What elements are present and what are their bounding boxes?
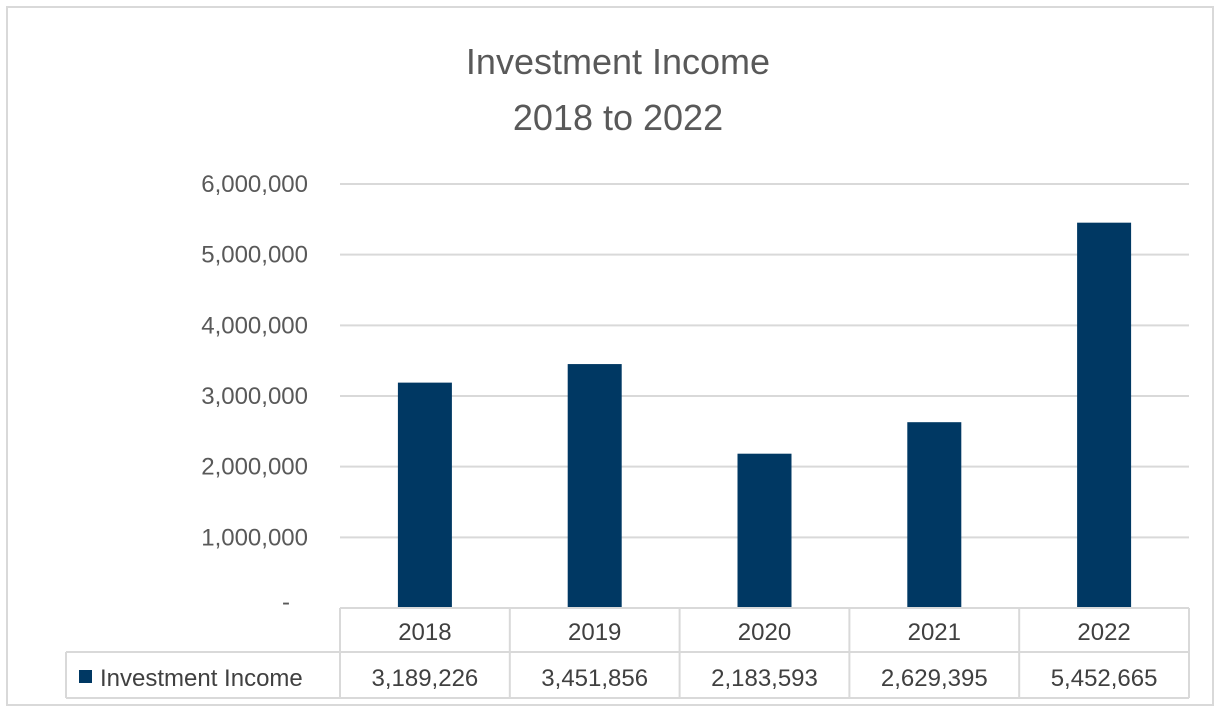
- x-category-label: 2019: [568, 619, 621, 646]
- bars: [397, 222, 1132, 608]
- legend-key-icon: [79, 670, 92, 683]
- y-tick-label: 2,000,000: [201, 454, 308, 481]
- y-tick-label: 6,000,000: [201, 171, 308, 198]
- x-category-label: 2022: [1077, 619, 1130, 646]
- y-axis-tick-labels: - 1,000,000 2,000,000 3,000,000 4,000,000 5,0…: [201, 171, 308, 616]
- bar-2020: [737, 453, 792, 608]
- x-category-label: 2020: [738, 619, 791, 646]
- chart-title: Investment Income: [466, 41, 770, 82]
- gridlines: [340, 183, 1189, 539]
- data-value-label: 5,452,665: [1051, 665, 1158, 692]
- data-value-label: 3,189,226: [372, 665, 479, 692]
- data-value-label: 2,629,395: [881, 665, 988, 692]
- legend-series-label: Investment Income: [100, 665, 303, 692]
- bar-2019: [567, 364, 622, 608]
- chart-subtitle: 2018 to 2022: [513, 97, 723, 138]
- data-value-label: 3,451,856: [541, 665, 648, 692]
- data-value-label: 2,183,593: [711, 665, 818, 692]
- x-category-label: 2018: [398, 619, 451, 646]
- y-tick-label: 1,000,000: [201, 524, 308, 551]
- y-tick-label: 4,000,000: [201, 312, 308, 339]
- bar-2018: [397, 382, 452, 608]
- y-tick-label: -: [282, 589, 290, 616]
- x-category-label: 2021: [908, 619, 961, 646]
- data-table: 2018 3,189,226 2019 3,451,856 2020 2,183,593 2…: [65, 607, 1190, 699]
- y-tick-label: 3,000,000: [201, 383, 308, 410]
- y-tick-label: 5,000,000: [201, 242, 308, 269]
- bar-2021: [907, 422, 962, 608]
- bar-2022: [1077, 222, 1132, 608]
